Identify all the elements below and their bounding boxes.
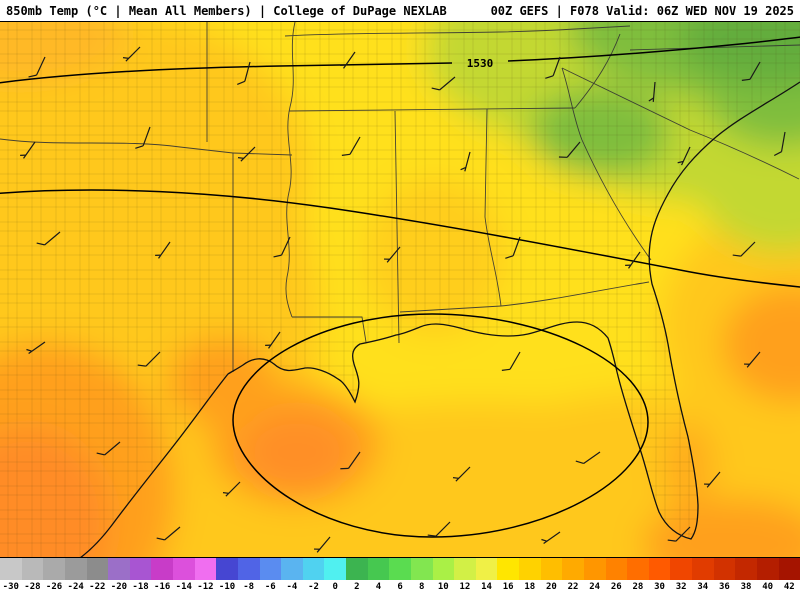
colorbar-swatch — [237, 558, 260, 580]
colorbar-swatch — [540, 558, 563, 580]
colorbar-tick-label: 16 — [502, 582, 514, 592]
colorbar-swatch — [410, 558, 433, 580]
colorbar-tick-label: 6 — [397, 582, 403, 592]
colorbar-tick-label: 34 — [697, 582, 709, 592]
colorbar-tick-label: -2 — [308, 582, 319, 592]
colorbar-tick-label: -20 — [110, 582, 128, 592]
colorbar: -30 -28 -26 -24 -22 -20 -18 -16 -14 -12 -10 -8 -6 -4-… — [0, 558, 800, 600]
colorbar-tick-label: -12 — [197, 582, 214, 592]
colorbar-tick-label: 42 — [783, 582, 795, 592]
colorbar-tick-label: 26 — [610, 582, 622, 592]
colorbar-swatch — [735, 558, 757, 580]
colorbar-swatch — [281, 558, 303, 580]
colorbar-tick-label: 8 — [418, 582, 425, 592]
colorbar-tick-label: 0 — [332, 582, 338, 592]
colorbar-tick-label: 10 — [437, 582, 449, 592]
colorbar-swatch — [129, 558, 152, 580]
colorbar-swatches — [0, 558, 800, 580]
colorbar-swatch — [173, 558, 195, 580]
colorbar-tick-label: 4 — [375, 582, 382, 592]
colorbar-swatch — [778, 558, 800, 580]
colorbar-tick-label: 40 — [762, 582, 774, 592]
colorbar-swatch — [367, 558, 390, 580]
colorbar-swatch — [324, 558, 346, 580]
colorbar-swatch — [497, 558, 519, 580]
colorbar-swatch — [583, 558, 606, 580]
colorbar-tick-label: 18 — [524, 582, 536, 592]
colorbar-tick-label: 36 — [719, 582, 730, 592]
colorbar-swatch — [346, 558, 368, 580]
colorbar-tick-label: 14 — [481, 582, 492, 592]
model-run-valid-time: 00Z GEFS | F078 Valid: 06Z WED NOV 19 20… — [490, 3, 794, 18]
colorbar-swatch — [670, 558, 692, 580]
colorbar-swatch — [194, 558, 217, 580]
colorbar-tick-label: 28 — [632, 582, 644, 592]
colorbar-tick-label: -4 — [286, 582, 298, 592]
colorbar-swatch — [86, 558, 109, 580]
height-contours — [0, 36, 800, 538]
colorbar-swatch — [216, 558, 238, 580]
colorbar-swatch — [151, 558, 173, 580]
colorbar-swatch — [756, 558, 779, 580]
colorbar-swatch — [692, 558, 714, 580]
colorbar-swatch — [64, 558, 87, 580]
colorbar-tick-label: 2 — [354, 582, 360, 592]
colorbar-swatch — [259, 558, 282, 580]
colorbar-swatch — [454, 558, 476, 580]
colorbar-tick-label: 24 — [589, 582, 601, 592]
colorbar-swatch — [605, 558, 628, 580]
colorbar-tick-label: -30 — [2, 582, 19, 592]
map-svg: 1530 — [0, 22, 800, 557]
colorbar-tick-label: -22 — [89, 582, 106, 592]
product-title: 850mb Temp (°C | Mean All Members) | Col… — [6, 3, 447, 18]
colorbar-swatch — [475, 558, 498, 580]
colorbar-tick-label: -28 — [24, 582, 41, 592]
colorbar-tick-label: -26 — [45, 582, 63, 592]
title-bar: 850mb Temp (°C | Mean All Members) | Col… — [0, 0, 800, 22]
colorbar-tick-label: -10 — [218, 582, 236, 592]
height-contour-label: 1530 — [467, 57, 494, 70]
colorbar-swatch — [108, 558, 130, 580]
weather-map: 1530 — [0, 22, 800, 558]
colorbar-swatch — [713, 558, 736, 580]
colorbar-tick-label: -18 — [132, 582, 149, 592]
colorbar-tick-label: 30 — [654, 582, 665, 592]
colorbar-swatch — [432, 558, 455, 580]
colorbar-swatch — [43, 558, 65, 580]
colorbar-swatch — [302, 558, 325, 580]
colorbar-swatch — [389, 558, 411, 580]
colorbar-swatch — [0, 558, 22, 580]
colorbar-swatch — [627, 558, 649, 580]
colorbar-swatch — [562, 558, 584, 580]
colorbar-tick-label: -8 — [243, 582, 255, 592]
colorbar-tick-label: -6 — [264, 582, 276, 592]
colorbar-swatch — [648, 558, 671, 580]
state-borders — [0, 22, 800, 372]
colorbar-tick-label: 20 — [546, 582, 557, 592]
colorbar-swatch — [519, 558, 541, 580]
colorbar-tick-label: -24 — [67, 582, 84, 592]
colorbar-tick-label: 12 — [459, 582, 471, 592]
colorbar-tick-label: 32 — [675, 582, 687, 592]
colorbar-labels: -30 -28 -26 -24 -22 -20 -18 -16 -14 -12 -10 -8 -6 -4-… — [0, 580, 800, 598]
colorbar-tick-label: 22 — [567, 582, 579, 592]
colorbar-tick-label: 38 — [740, 582, 752, 592]
colorbar-swatch — [21, 558, 44, 580]
colorbar-tick-label: -16 — [154, 582, 171, 592]
colorbar-tick-label: -14 — [175, 582, 192, 592]
